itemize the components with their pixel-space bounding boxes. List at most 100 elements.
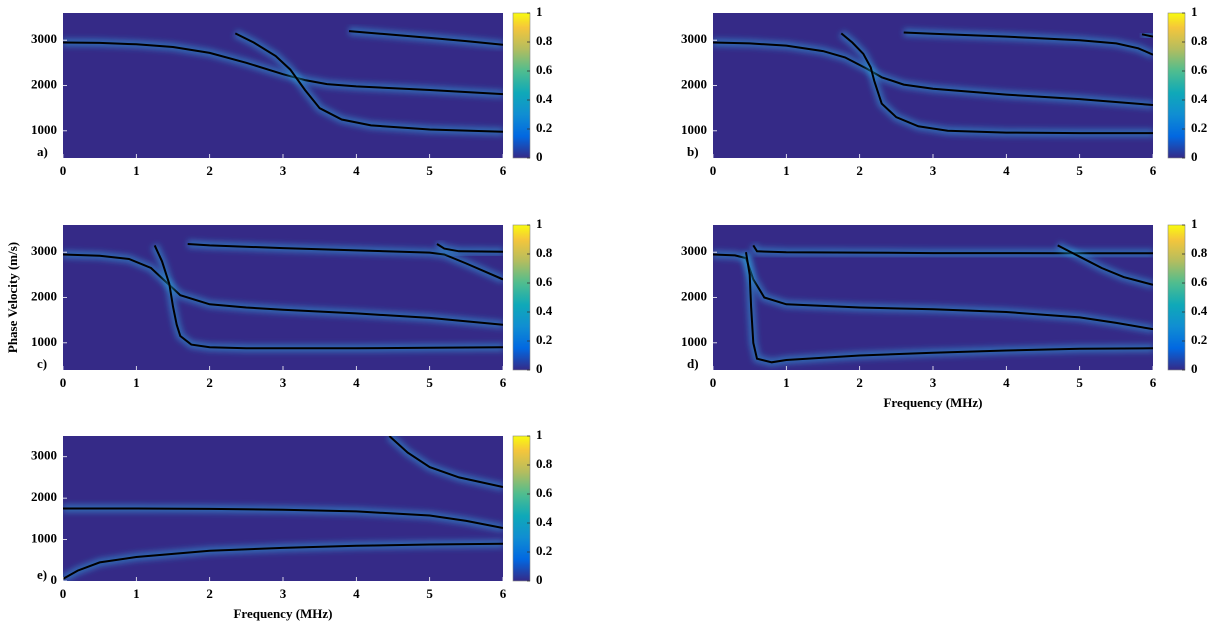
- y-tick-label: 3000: [681, 243, 707, 258]
- x-tick-label: 5: [1076, 375, 1083, 390]
- x-tick-label: 6: [1150, 375, 1157, 390]
- x-tick-label: 4: [353, 586, 360, 601]
- x-tick-label: 1: [133, 163, 140, 178]
- x-tick-label: 0: [710, 163, 717, 178]
- x-tick-label: 4: [1003, 375, 1010, 390]
- x-tick-label: 6: [1150, 163, 1157, 178]
- colorbar-tick-label: 0.8: [1191, 245, 1208, 260]
- x-tick-label: 1: [133, 586, 140, 601]
- dispersion-curve: [903, 31, 1153, 56]
- colorbar-tick-label: 0: [536, 572, 543, 587]
- y-tick-label: 1000: [31, 334, 57, 349]
- dispersion-curve: [745, 252, 1153, 364]
- colorbar-tick-label: 1: [1191, 216, 1198, 231]
- colorbar-tick-label: 1: [536, 427, 543, 442]
- colorbar-tick-label: 0: [1191, 361, 1198, 376]
- dispersion-curve: [840, 32, 1153, 135]
- panel: 0 1 2 3 4 5 6 1000 2000 3000 c) Phase Velocity (m/s…: [5, 216, 553, 390]
- colorbar: [512, 435, 531, 582]
- y-tick-label: 2000: [31, 489, 57, 504]
- x-tick-label: 0: [60, 163, 67, 178]
- colorbar: [1167, 12, 1186, 159]
- x-tick-label: 3: [280, 586, 287, 601]
- x-tick-label: 2: [206, 375, 213, 390]
- x-tick-label: 3: [280, 375, 287, 390]
- x-tick-label: 4: [1003, 163, 1010, 178]
- y-tick-label: 3000: [31, 448, 57, 463]
- colorbar-tick-label: 0.2: [536, 332, 552, 347]
- dispersion-curve: [153, 244, 503, 350]
- x-tick-label: 0: [60, 375, 67, 390]
- panel-label: a): [37, 144, 48, 159]
- x-tick-label: 6: [500, 375, 507, 390]
- y-tick-label: 2000: [31, 76, 57, 91]
- panel-label: b): [687, 144, 699, 159]
- x-tick-label: 0: [710, 375, 717, 390]
- y-tick-label: 2000: [681, 76, 707, 91]
- dispersion-curve: [234, 32, 503, 133]
- x-tick-label: 4: [353, 375, 360, 390]
- colorbar-tick-label: 0.4: [536, 91, 553, 106]
- x-axis-label: Frequency (MHz): [883, 395, 982, 410]
- x-tick-label: 1: [133, 375, 140, 390]
- dispersion-curve: [348, 30, 503, 46]
- x-tick-label: 3: [930, 375, 937, 390]
- colorbar-tick-label: 0.2: [536, 543, 552, 558]
- x-tick-label: 6: [500, 163, 507, 178]
- panel-label: e): [37, 567, 47, 582]
- colorbar-tick-label: 0.6: [536, 62, 553, 77]
- colorbar-tick-label: 0.6: [536, 274, 553, 289]
- y-tick-label: 1000: [31, 122, 57, 137]
- y-axis-label: Phase Velocity (m/s): [5, 242, 20, 353]
- colorbar-tick-label: 0.6: [1191, 62, 1208, 77]
- colorbar: [512, 12, 531, 159]
- y-tick-label: 3000: [681, 31, 707, 46]
- x-tick-label: 2: [206, 163, 213, 178]
- x-tick-label: 5: [1076, 163, 1083, 178]
- colorbar-tick-label: 0.8: [1191, 33, 1208, 48]
- colorbar-tick-label: 0.6: [1191, 274, 1208, 289]
- colorbar-tick-label: 0.8: [536, 33, 553, 48]
- y-tick-label: 0: [51, 572, 58, 587]
- colorbar-tick-label: 0.8: [536, 245, 553, 260]
- y-tick-label: 2000: [681, 288, 707, 303]
- x-tick-label: 6: [500, 586, 507, 601]
- colorbar-tick-label: 0.2: [1191, 120, 1207, 135]
- panel: 0 1 2 3 4 5 6 1000 2000 3000 d) Frequency (MHz) 0 0.2…: [681, 216, 1208, 410]
- x-tick-label: 4: [353, 163, 360, 178]
- x-tick-label: 2: [856, 375, 863, 390]
- x-tick-label: 2: [856, 163, 863, 178]
- x-tick-label: 2: [206, 586, 213, 601]
- x-axis-label: Frequency (MHz): [233, 606, 332, 621]
- dispersion-curve: [436, 243, 503, 253]
- colorbar-tick-label: 0.4: [536, 514, 553, 529]
- panel-label: c): [37, 356, 47, 371]
- panel: 0 1 2 3 4 5 6 1000 2000 3000 b) 0 0.2 0.4 0.6 0.8 1: [681, 4, 1208, 178]
- dispersion-curve: [187, 243, 503, 281]
- panel-label: d): [687, 356, 699, 371]
- colorbar-tick-label: 0: [1191, 149, 1198, 164]
- colorbar-tick-label: 0.2: [536, 120, 552, 135]
- panel: 0 1 2 3 4 5 6 1000 2000 3000 a) 0 0.2 0.4 0.6 0.8 1: [31, 4, 553, 178]
- x-tick-label: 5: [426, 163, 433, 178]
- colorbar-tick-label: 0.4: [1191, 303, 1208, 318]
- x-tick-label: 5: [426, 375, 433, 390]
- x-tick-label: 1: [783, 375, 790, 390]
- panel: 0 1 2 3 4 5 6 0 1000 2000 3000 e) Frequency (MHz) 0 0.…: [31, 427, 553, 621]
- dispersion-curve: [63, 41, 503, 96]
- dispersion-curve: [1141, 33, 1153, 38]
- dispersion-curve: [388, 436, 503, 488]
- colorbar-tick-label: 1: [536, 216, 543, 231]
- y-tick-label: 3000: [31, 243, 57, 258]
- y-tick-label: 1000: [31, 531, 57, 546]
- x-tick-label: 0: [60, 586, 67, 601]
- y-tick-label: 1000: [681, 122, 707, 137]
- dispersion-curve: [63, 542, 503, 580]
- dispersion-curve: [63, 253, 503, 326]
- colorbar-tick-label: 0.4: [536, 303, 553, 318]
- dispersion-curve: [1057, 244, 1153, 286]
- x-tick-label: 3: [280, 163, 287, 178]
- colorbar: [1167, 224, 1186, 371]
